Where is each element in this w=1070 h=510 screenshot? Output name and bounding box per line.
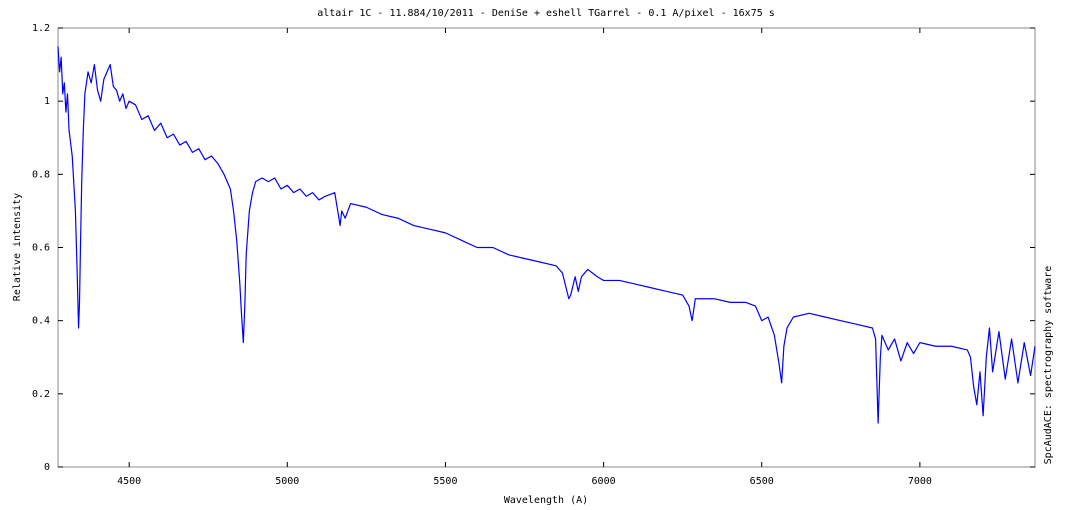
y-tick-label: 0.8	[32, 169, 50, 180]
x-tick-label: 6000	[592, 476, 616, 487]
side-note: SpcAudACE: spectrography software	[1043, 266, 1054, 465]
y-tick-label: 0.6	[32, 243, 50, 254]
y-tick-label: 0.2	[32, 389, 50, 400]
spectrum-line	[57, 46, 1036, 424]
x-tick-label: 6500	[750, 476, 774, 487]
x-tick-label: 5000	[275, 476, 299, 487]
x-tick-label: 4500	[117, 476, 141, 487]
y-tick-label: 0.4	[32, 316, 50, 327]
x-tick-label: 5500	[433, 476, 457, 487]
y-axis-label: Relative intensity	[12, 193, 23, 301]
x-axis-label: Wavelength (A)	[504, 495, 588, 506]
y-tick-label: 1	[44, 96, 50, 107]
x-tick-label: 7000	[908, 476, 932, 487]
y-tick-label: 1.2	[32, 23, 50, 34]
chart-title: altair 1C - 11.884/10/2011 - DeniSe + es…	[317, 8, 775, 19]
y-tick-label: 0	[44, 462, 50, 473]
